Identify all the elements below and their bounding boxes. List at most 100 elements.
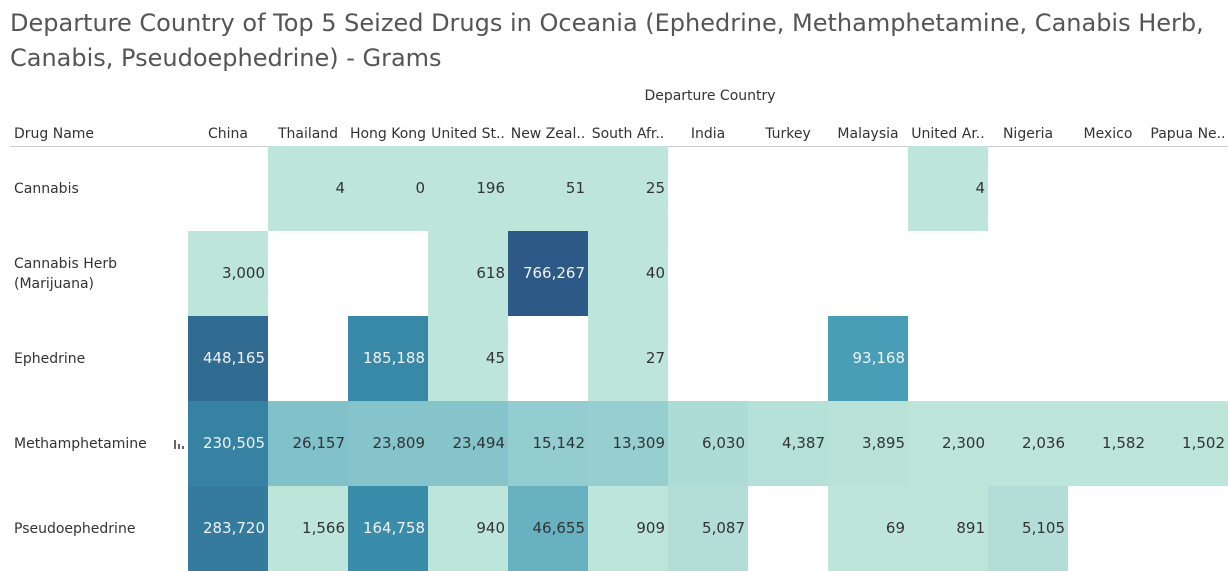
heatmap-cell[interactable] [588, 316, 668, 401]
cell-value-label: 2,300 [942, 433, 985, 452]
cell-value-label: 1,582 [1102, 433, 1145, 452]
heatmap-cell[interactable] [748, 401, 828, 486]
column-header: United Ar.. [911, 126, 985, 142]
row-label-line: Cannabis Herb [14, 255, 117, 272]
row-label-line: Pseudoephedrine [14, 520, 136, 537]
cell-value-label: 13,309 [612, 433, 666, 452]
cell-value-label: 1,502 [1182, 433, 1225, 452]
heatmap-cell[interactable] [268, 486, 348, 571]
heatmap-cell[interactable] [188, 316, 268, 401]
column-header: United St.. [431, 126, 505, 142]
heatmap-cell[interactable] [828, 486, 908, 571]
heatmap-cell[interactable] [908, 146, 988, 231]
row-label: Cannabis [14, 179, 79, 199]
cell-value-label: 23,809 [372, 433, 426, 452]
heatmap-cell[interactable] [908, 401, 988, 486]
heatmap-cell[interactable] [588, 146, 668, 231]
row-label: Cannabis Herb (Marijuana) [14, 254, 117, 294]
heatmap-cell[interactable] [508, 401, 588, 486]
cell-value-label: 448,165 [202, 348, 265, 367]
cell-value-label: 46,655 [532, 518, 586, 537]
column-header: Papua Ne.. [1150, 126, 1226, 142]
column-header: Malaysia [837, 126, 899, 142]
cell-value-label: 40 [645, 263, 665, 282]
heatmap-cell[interactable] [508, 486, 588, 571]
heatmap-cell[interactable] [188, 401, 268, 486]
cell-value-label: 230,505 [202, 433, 265, 452]
cell-value-label: 5,087 [702, 518, 745, 537]
column-header: Hong Kong [349, 126, 427, 142]
heatmap-cell[interactable] [188, 486, 268, 571]
heatmap-cell[interactable] [588, 486, 668, 571]
column-header: South Afr.. [591, 126, 665, 142]
cell-value-label: 69 [885, 518, 905, 537]
cell-value-label: 3,000 [222, 263, 265, 282]
heatmap-cell[interactable] [268, 146, 348, 231]
heatmap-cell[interactable] [828, 401, 908, 486]
cell-value-label: 0 [415, 178, 425, 197]
heatmap-cell[interactable] [428, 146, 508, 231]
heatmap-cell[interactable] [428, 401, 508, 486]
row-label-line: Ephedrine [14, 350, 86, 367]
heatmap-cell[interactable] [188, 231, 268, 316]
column-header: Nigeria [1002, 126, 1054, 142]
cell-value-label: 45 [485, 348, 505, 367]
row-label: Methamphetamine [14, 434, 147, 454]
column-header: Mexico [1083, 126, 1133, 142]
heatmap-cell[interactable] [1068, 401, 1148, 486]
column-header: Turkey [765, 126, 811, 142]
cell-value-label: 185,188 [362, 348, 425, 367]
cell-value-label: 6,030 [702, 433, 745, 452]
row-label: Ephedrine [14, 349, 85, 369]
cell-value-label: 909 [636, 518, 665, 537]
heatmap-cell[interactable] [828, 316, 908, 401]
cell-value-label: 25 [645, 178, 665, 197]
heatmap-cell[interactable] [988, 401, 1068, 486]
cell-value-label: 891 [956, 518, 985, 537]
cell-value-label: 940 [476, 518, 505, 537]
cell-value-label: 23,494 [452, 433, 506, 452]
heatmap-cell[interactable] [348, 316, 428, 401]
heatmap-cell[interactable] [268, 401, 348, 486]
heatmap-cell[interactable] [508, 231, 588, 316]
column-axis-title: Departure Country [644, 88, 776, 104]
heatmap-cell[interactable] [348, 146, 428, 231]
heatmap-cell[interactable] [588, 401, 668, 486]
cell-value-label: 1,566 [302, 518, 345, 537]
heatmap-cell[interactable] [908, 486, 988, 571]
cell-value-label: 2,036 [1022, 433, 1065, 452]
row-label-line: (Marijuana) [14, 275, 95, 292]
heatmap-cell[interactable] [428, 486, 508, 571]
heatmap-cell[interactable] [668, 486, 748, 571]
heatmap-cell[interactable] [348, 401, 428, 486]
column-header: India [690, 126, 726, 142]
cell-value-label: 3,895 [862, 433, 905, 452]
cell-value-label: 618 [476, 263, 505, 282]
column-header: China [208, 126, 248, 142]
chart-title-line-2: Canabis, Pseudoephedrine) - Grams [10, 44, 442, 72]
bar-chart-icon[interactable] [174, 437, 186, 449]
heatmap-cell[interactable] [668, 401, 748, 486]
heatmap-cell[interactable] [1148, 401, 1228, 486]
heatmap-cell[interactable] [348, 486, 428, 571]
row-header: Drug Name [14, 126, 95, 142]
cell-value-label: 5,105 [1022, 518, 1065, 537]
column-header: New Zeal.. [510, 126, 586, 142]
cell-value-label: 15,142 [532, 433, 586, 452]
column-header: Thailand [277, 126, 339, 142]
heatmap-cell[interactable] [508, 146, 588, 231]
chart-title: Departure Country of Top 5 Seized Drugs … [10, 6, 1220, 76]
cell-value-label: 283,720 [202, 518, 265, 537]
heatmap-cell[interactable] [428, 316, 508, 401]
cell-value-label: 93,168 [852, 348, 906, 367]
row-label-line: Methamphetamine [14, 435, 147, 452]
cell-value-label: 27 [645, 348, 665, 367]
row-label: Pseudoephedrine [14, 519, 135, 539]
heatmap-cell[interactable] [988, 486, 1068, 571]
cell-value-label: 4,387 [782, 433, 825, 452]
cell-value-label: 51 [565, 178, 585, 197]
chart-title-line-1: Departure Country of Top 5 Seized Drugs … [10, 9, 1204, 37]
heatmap-cell[interactable] [428, 231, 508, 316]
heatmap-cell[interactable] [588, 231, 668, 316]
cell-value-label: 4 [335, 178, 345, 197]
